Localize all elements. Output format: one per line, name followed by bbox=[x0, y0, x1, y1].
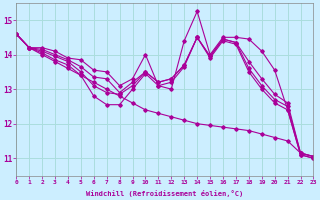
X-axis label: Windchill (Refroidissement éolien,°C): Windchill (Refroidissement éolien,°C) bbox=[86, 190, 244, 197]
